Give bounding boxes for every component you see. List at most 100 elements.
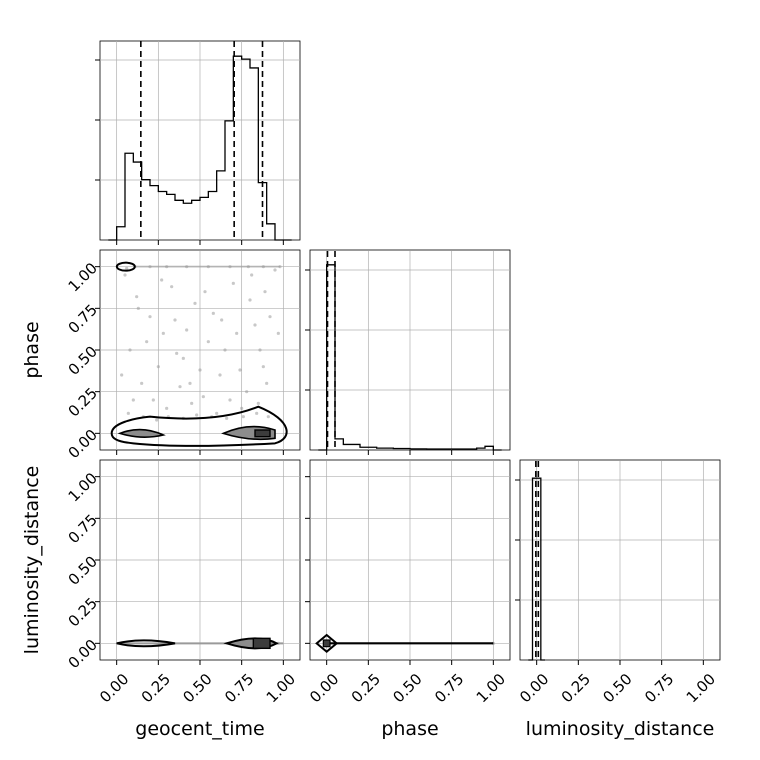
sample-point [253,323,257,327]
sample-point [123,273,127,277]
sample-point [255,411,259,415]
chart-marks: 0.00 0.25 0.50 0.75 1.00 0.00 0.25 0.50 0.75 1.00… [65,41,720,706]
sample-point [181,356,185,360]
x-tick-label: 0.50 [389,670,425,706]
sample-point [193,301,197,305]
x-tick-label: 1.00 [473,670,509,706]
x-axis-label-luminosity-distance: luminosity_distance [526,718,715,740]
sample-point [241,415,245,419]
sample-point [203,290,207,294]
sample-point [131,398,135,402]
sample-point [218,373,222,377]
sample-point [248,298,252,302]
sample-point [156,365,160,369]
sample-point [145,340,149,344]
x-tick-label: 0.75 [221,670,257,706]
sample-point [215,411,219,415]
contour-left [116,639,176,648]
sample-point [223,348,227,352]
sample-point [160,278,164,282]
contour-top [115,261,136,272]
y-tick-label: 0.25 [65,384,101,420]
sample-point [201,395,205,399]
x-tick-label: 1.00 [683,670,719,706]
contour-outer [110,405,288,447]
sample-point [165,406,169,410]
sample-point [140,381,144,385]
sample-point [161,331,165,335]
x-tick-label: 0.00 [516,670,552,706]
x-tick-label: 0.25 [348,670,384,706]
sample-point [136,306,140,310]
sample-point [148,315,152,319]
sample-point [266,415,270,419]
sample-point [211,311,215,315]
sample-point [225,416,229,420]
y-tick-label: 0.50 [65,552,101,588]
sample-point [198,368,202,372]
y-tick-label: 0.25 [65,594,101,630]
sample-point [170,285,174,289]
histogram-step-luminosity-distance [528,477,545,661]
contour-inner-left [117,428,166,438]
sample-point [235,331,239,335]
sample-point [276,331,280,335]
y-tick-label: 1.00 [65,469,101,505]
sample-point [151,398,155,402]
x-tick-label: 0.75 [431,670,467,706]
sample-point [268,315,272,319]
histogram-step-phase [318,264,502,451]
sample-point [173,318,177,322]
sample-point [155,418,159,422]
x-tick-label: 0.75 [641,670,677,706]
sample-point [238,368,242,372]
sample-point [250,273,254,277]
sample-point [135,295,139,299]
x-axis-label-geocent-time: geocent_time [135,718,264,740]
sample-point [175,351,179,355]
y-axis-label-luminosity-distance: luminosity_distance [21,466,43,655]
sample-point [231,281,235,285]
sample-point [195,413,199,417]
contour-diamond [315,633,339,653]
sample-point [128,348,132,352]
sample-point [190,401,194,405]
x-axis-label-phase: phase [381,718,438,740]
sample-point [185,328,189,332]
y-tick-label: 0.75 [65,511,101,547]
histogram-step-geocent-time [108,55,292,241]
x-tick-label: 1.00 [263,670,299,706]
x-tick-label: 0.50 [179,670,215,706]
sample-point [126,411,130,415]
x-tick-label: 0.00 [96,670,132,706]
sample-point [256,401,260,405]
contour-core [254,429,271,438]
sample-point [228,398,232,402]
sample-point [261,365,265,369]
sample-point [188,381,192,385]
sample-point [125,266,129,270]
sample-point [240,406,244,410]
x-tick-label: 0.25 [138,670,174,706]
sample-point [220,318,224,322]
y-tick-label: 1.00 [65,259,101,295]
x-tick-label: 0.50 [599,670,635,706]
y-tick-label: 0.00 [65,636,101,672]
sample-point [206,340,210,344]
y-axis-label-phase: phase [21,321,43,378]
x-tick-label: 0.25 [558,670,594,706]
sample-point [120,373,124,377]
x-tick-label: 0.00 [306,670,342,706]
contour-core [322,639,331,648]
y-tick-label: 0.75 [65,301,101,337]
sample-point [258,348,262,352]
y-tick-label: 0.00 [65,426,101,462]
y-tick-label: 0.50 [65,342,101,378]
sample-point [273,268,277,272]
sample-point [263,290,267,294]
contour-core [252,637,271,650]
sample-point [178,385,182,389]
sample-point [245,390,249,394]
sample-point [265,381,269,385]
